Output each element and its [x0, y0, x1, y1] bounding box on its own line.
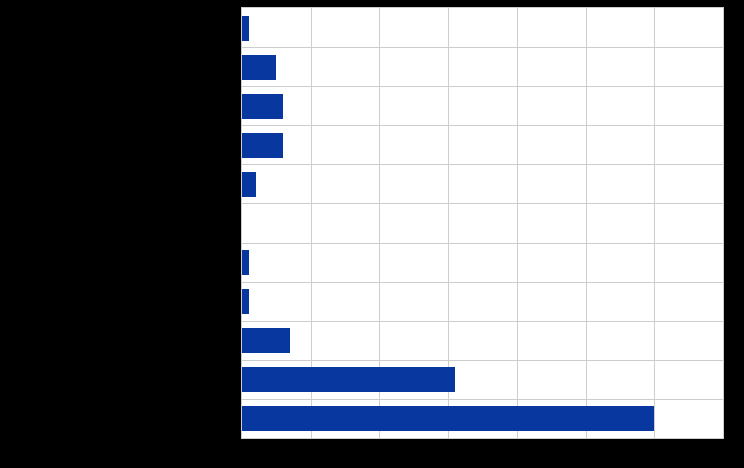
gridline-horizontal [242, 281, 723, 283]
gridline-horizontal [242, 359, 723, 361]
bar [242, 289, 249, 315]
gridline-horizontal [242, 242, 723, 244]
gridline-vertical [585, 8, 587, 438]
bar [242, 367, 455, 393]
gridline-vertical [310, 8, 312, 438]
bar [242, 406, 655, 432]
bar [242, 93, 284, 119]
gridline-horizontal [242, 164, 723, 166]
bar [242, 15, 249, 41]
bar [242, 132, 284, 158]
gridline-horizontal [242, 398, 723, 400]
bar [242, 54, 277, 80]
gridline-vertical [516, 8, 518, 438]
gridline-horizontal [242, 47, 723, 49]
gridline-vertical [654, 8, 656, 438]
gridline-horizontal [242, 86, 723, 88]
gridline-vertical [448, 8, 450, 438]
bar [242, 328, 291, 354]
bar [242, 171, 256, 197]
gridline-vertical [379, 8, 381, 438]
plot-area [241, 7, 724, 439]
bar [242, 250, 249, 276]
gridline-horizontal [242, 320, 723, 322]
gridline-horizontal [242, 203, 723, 205]
gridline-horizontal [242, 125, 723, 127]
